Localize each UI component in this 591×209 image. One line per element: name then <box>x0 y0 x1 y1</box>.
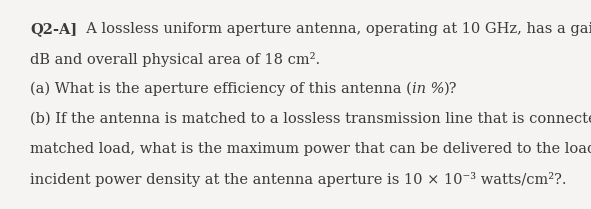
Text: in %: in % <box>412 82 444 96</box>
Text: dB and overall physical area of 18 cm².: dB and overall physical area of 18 cm². <box>30 52 320 67</box>
Text: Q2-A]: Q2-A] <box>30 22 77 36</box>
Text: (b) If the antenna is matched to a lossless transmission line that is connected : (b) If the antenna is matched to a lossl… <box>30 112 591 126</box>
Text: )?: )? <box>444 82 458 96</box>
Text: matched load, what is the maximum power that can be delivered to the load if the: matched load, what is the maximum power … <box>30 142 591 156</box>
Text: incident power density at the antenna aperture is 10 × 10⁻³ watts/cm²?.: incident power density at the antenna ap… <box>30 172 567 187</box>
Text: A lossless uniform aperture antenna, operating at 10 GHz, has a gain of 10: A lossless uniform aperture antenna, ope… <box>77 22 591 36</box>
Text: (a) What is the aperture efficiency of this antenna (: (a) What is the aperture efficiency of t… <box>30 82 412 96</box>
